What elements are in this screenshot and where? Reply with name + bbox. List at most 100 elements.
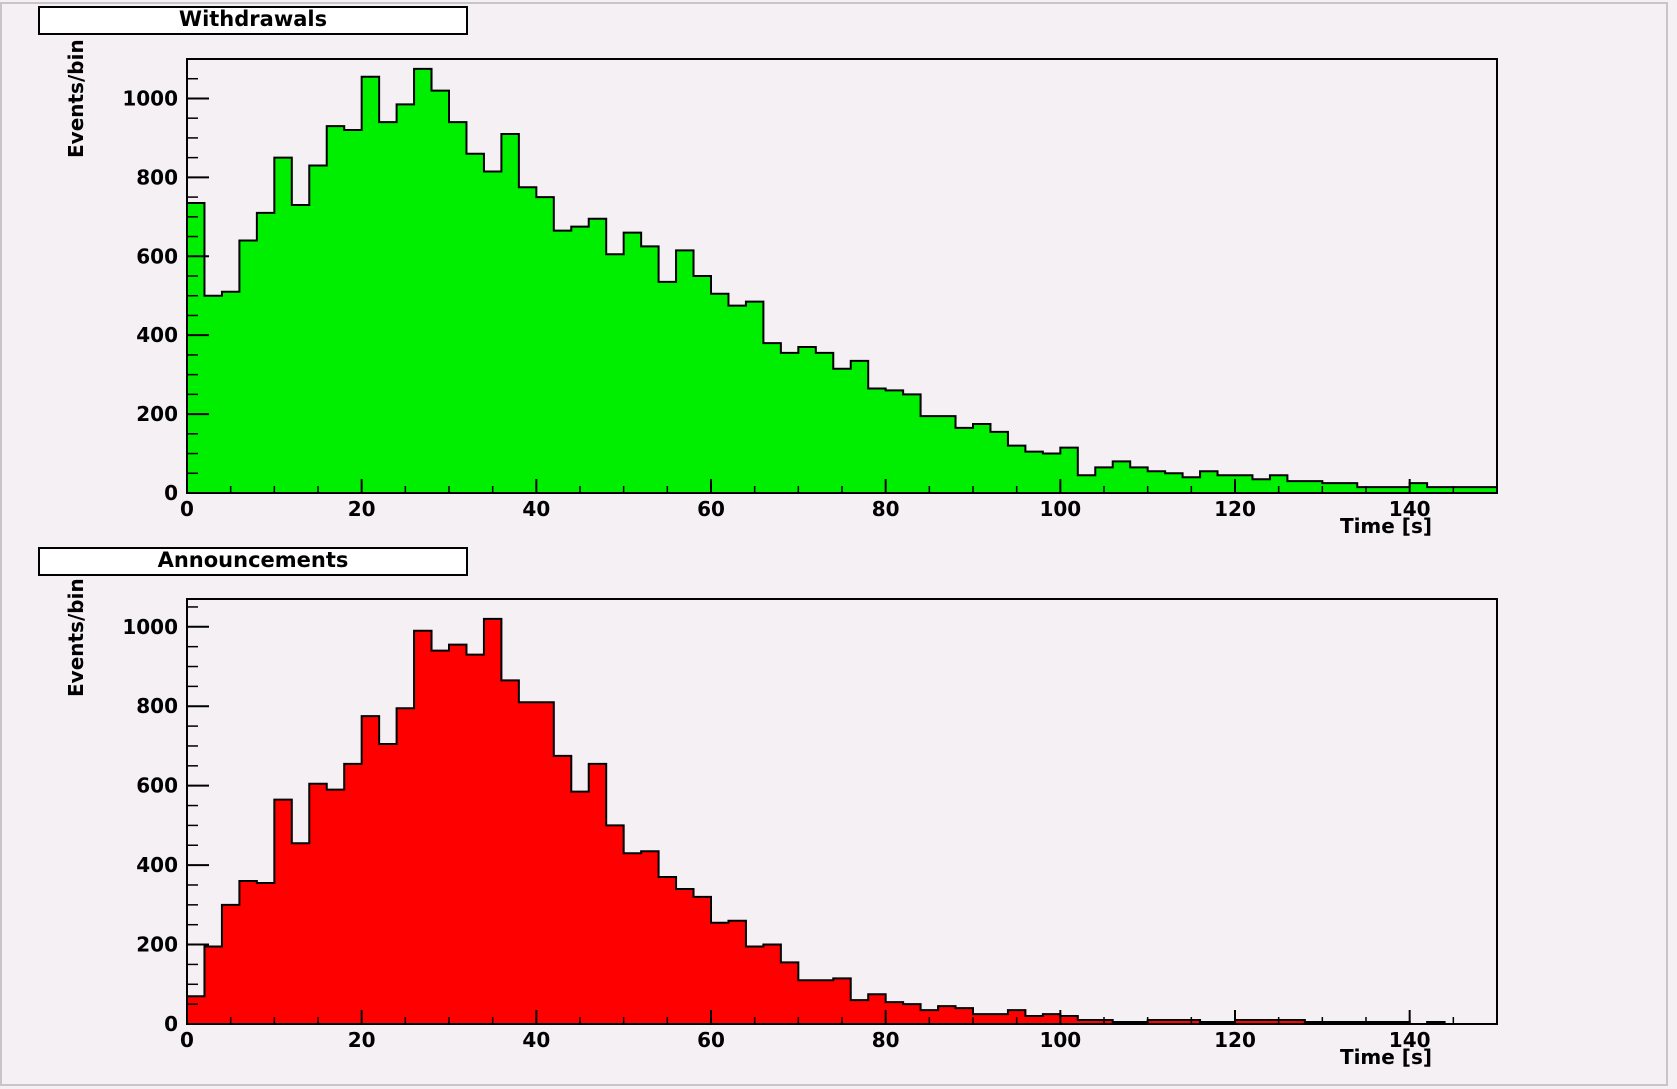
histogram-bar [1200,471,1219,493]
y-axis-label: Events/bin [64,39,88,158]
histogram-bar [728,920,747,1024]
histogram-bar [344,130,363,493]
histogram-bar [903,394,922,493]
y-tick-label: 1000 [122,86,178,110]
histogram-bar [693,896,712,1024]
histogram-bar [239,881,258,1024]
histogram-bar [990,1014,1009,1024]
histogram-bar [449,644,468,1024]
axis-ticks: 0 20 40 60 80 100 120 140 0 200 400 600 800 1000 [122,58,1498,521]
x-tick-label: 140 [1389,1028,1431,1052]
histogram-bars [187,618,1446,1024]
histogram-bar [414,68,433,493]
y-tick-label: 0 [164,1012,178,1036]
histogram-bar [187,203,206,493]
histogram-bar [815,980,834,1024]
histogram-bar [711,293,730,493]
histogram-bar [379,743,398,1024]
histogram-bar [1322,483,1341,493]
histogram-bar [396,708,415,1024]
histogram-bar [763,944,782,1024]
y-tick-label: 400 [136,323,178,347]
histogram-bar [1147,1020,1166,1024]
y-axis-label: Events/bin [64,578,88,697]
histogram-bar [606,825,625,1024]
histogram-bar [780,352,799,493]
histogram-bar [955,1008,974,1024]
histogram-bar [850,1000,869,1024]
x-tick-label: 100 [1039,1028,1081,1052]
histogram-bar [676,250,695,493]
histogram-bar [1007,445,1026,493]
histogram-bar [361,76,380,493]
histogram-bar [291,843,310,1024]
histogram-bar [623,232,642,493]
y-tick-label: 200 [136,402,178,426]
histogram-bar [326,126,345,493]
histogram-bar [658,877,677,1024]
histogram-bar [798,980,817,1024]
histogram-bar [204,946,223,1024]
title-box [38,547,468,576]
histogram-bar [1287,1020,1306,1024]
histogram-bar [745,946,764,1024]
histogram-bar [745,301,764,493]
x-tick-label: 40 [522,1028,550,1052]
y-tick-label: 600 [136,244,178,268]
histogram-bar [239,240,258,493]
y-tick-label: 1000 [122,615,178,639]
histogram-bar [309,165,328,493]
axis-ticks: 0 20 40 60 80 100 120 140 0 200 400 600 800 1000 [122,606,1498,1052]
histogram-bar [1077,475,1096,493]
x-tick-label: 0 [180,497,194,521]
x-tick-label: 0 [180,1028,194,1052]
histogram-outline [186,617,1497,1025]
histogram-bar [536,702,555,1024]
histogram-bar [938,1006,957,1024]
histogram-bar [431,650,450,1024]
withdrawals-panel: Withdrawals 0 20 40 60 80 100 120 140 0 200 400 600… [38,6,1498,538]
histogram-bar [641,851,660,1024]
histogram-bar [379,122,398,494]
histogram-bar [1077,1020,1096,1024]
histogram-bar [1042,453,1061,493]
histogram-bar [483,171,502,494]
histogram-bar [571,226,590,493]
y-tick-label: 600 [136,774,178,798]
histogram-bar [1374,487,1393,493]
histogram-bar [885,390,904,493]
x-axis-label: Time [s] [1340,514,1432,538]
histogram-bar [518,702,537,1024]
histogram-bar [1235,475,1254,493]
histogram-bar [1252,479,1271,493]
histogram-bar [588,763,607,1024]
histogram-bar [431,90,450,494]
histogram-bar [361,716,380,1024]
y-tick-label: 800 [136,165,178,189]
histogram-bar [606,254,625,493]
histogram-bar [588,218,607,494]
histogram-bar [274,157,293,494]
x-axis-label: Time [s] [1340,1045,1432,1069]
histogram-bar [1217,475,1236,493]
x-tick-label: 20 [348,1028,376,1052]
histogram-bar [1165,1020,1184,1024]
histogram-bar [990,431,1009,493]
x-tick-label: 60 [697,497,725,521]
histogram-bar [798,347,817,493]
histogram-bar [326,789,345,1024]
histogram-bar [309,783,328,1024]
y-tick-label: 200 [136,933,178,957]
chart-title: Announcements [158,548,349,572]
histogram-bar [1462,487,1481,493]
x-tick-label: 120 [1214,497,1256,521]
histogram-bar [291,204,310,493]
x-tick-label: 140 [1389,497,1431,521]
histogram-bar [973,1014,992,1024]
histogram-bar [187,996,206,1024]
title-box [38,6,468,35]
histogram-bar [938,416,957,493]
histogram-bar [518,187,537,493]
